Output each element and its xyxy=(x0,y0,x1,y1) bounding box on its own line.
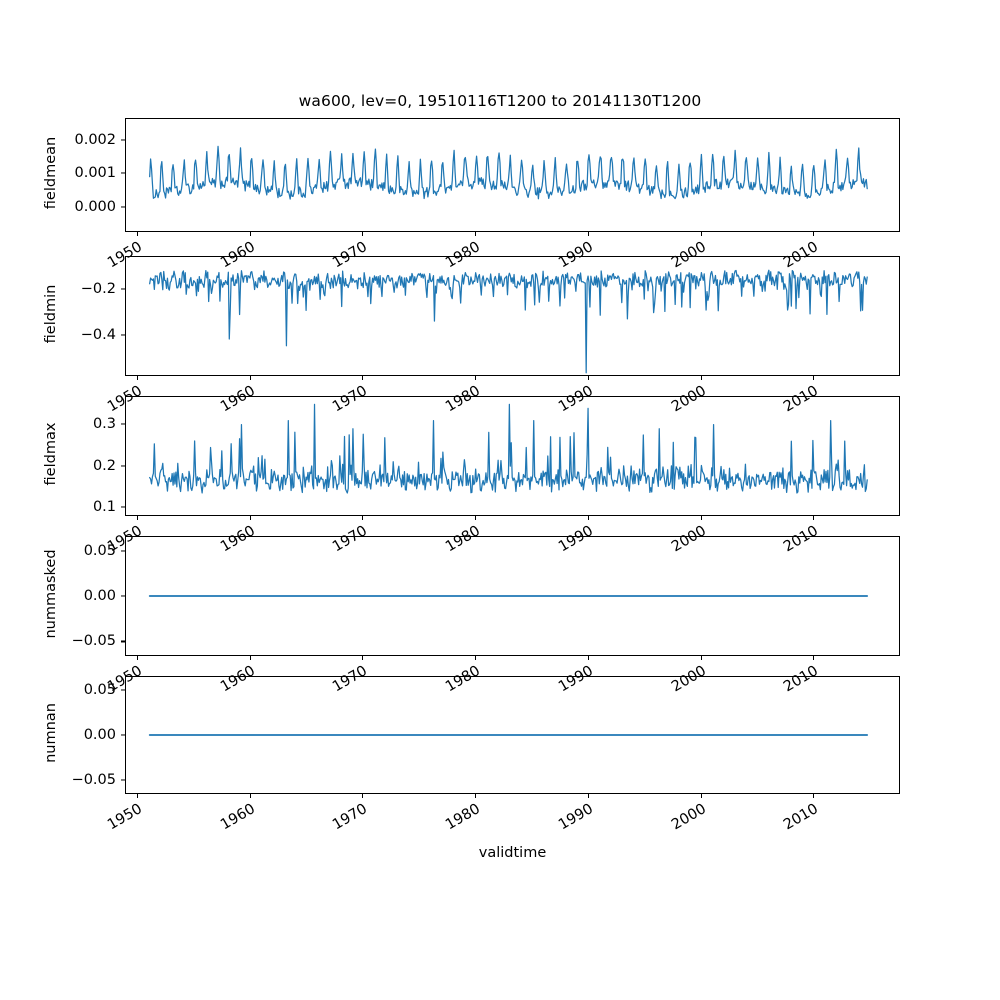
axes-frame-fieldmax xyxy=(125,396,900,516)
x-tick-mark-nummasked-1 xyxy=(249,656,251,661)
axes-frame-numnan xyxy=(125,676,900,794)
x-tick-mark-fieldmin-2 xyxy=(362,376,364,381)
x-tick-mark-fieldmin-5 xyxy=(700,376,702,381)
x-tick-mark-numnan-4 xyxy=(587,794,589,799)
x-tick-mark-nummasked-2 xyxy=(362,656,364,661)
y-tick-label-fieldmean-1: 0.001 xyxy=(74,165,116,182)
y-tick-mark-nummasked-1 xyxy=(120,595,125,597)
y-tick-mark-nummasked-2 xyxy=(120,640,125,642)
x-tick-mark-numnan-5 xyxy=(700,794,702,799)
x-tick-label-numnan-4: 1990 xyxy=(555,801,596,834)
y-tick-mark-numnan-0 xyxy=(120,689,125,691)
x-tick-mark-fieldmax-5 xyxy=(700,516,702,521)
subplot-nummasked xyxy=(125,536,900,656)
y-tick-label-fieldmax-0: 0.1 xyxy=(92,498,116,515)
y-tick-label-fieldmean-0: 0.000 xyxy=(74,198,116,215)
x-tick-label-numnan-2: 1970 xyxy=(330,801,371,834)
data-line-fieldmean xyxy=(150,146,868,199)
x-tick-mark-fieldmax-6 xyxy=(813,516,815,521)
x-tick-mark-fieldmean-4 xyxy=(587,232,589,237)
y-tick-mark-nummasked-0 xyxy=(120,550,125,552)
figure-title: wa600, lev=0, 19510116T1200 to 20141130T… xyxy=(298,92,702,110)
y-tick-mark-fieldmean-1 xyxy=(120,172,125,174)
x-tick-mark-numnan-1 xyxy=(249,794,251,799)
y-tick-mark-fieldmax-2 xyxy=(120,423,125,425)
x-tick-mark-nummasked-6 xyxy=(813,656,815,661)
x-tick-label-numnan-3: 1980 xyxy=(443,801,484,834)
y-tick-label-fieldmax-1: 0.2 xyxy=(92,457,116,474)
x-tick-mark-fieldmean-5 xyxy=(700,232,702,237)
x-tick-mark-fieldmax-1 xyxy=(249,516,251,521)
x-tick-mark-fieldmin-4 xyxy=(587,376,589,381)
y-tick-label-fieldmin-1: −0.4 xyxy=(80,326,116,343)
y-tick-mark-numnan-2 xyxy=(120,779,125,781)
x-tick-mark-numnan-6 xyxy=(813,794,815,799)
x-axis-label: validtime xyxy=(478,845,547,861)
y-tick-mark-fieldmax-0 xyxy=(120,506,125,508)
y-tick-mark-fieldmean-2 xyxy=(120,139,125,141)
x-tick-mark-fieldmean-2 xyxy=(362,232,364,237)
y-tick-label-numnan-2: −0.05 xyxy=(71,771,116,788)
y-tick-label-numnan-0: 0.05 xyxy=(83,682,116,699)
x-tick-mark-fieldmin-1 xyxy=(249,376,251,381)
y-tick-mark-fieldmin-1 xyxy=(120,334,125,336)
x-tick-mark-nummasked-5 xyxy=(700,656,702,661)
x-tick-mark-nummasked-0 xyxy=(137,656,139,661)
x-tick-mark-fieldmin-3 xyxy=(475,376,477,381)
y-tick-label-fieldmean-2: 0.002 xyxy=(74,131,116,148)
x-tick-mark-numnan-2 xyxy=(362,794,364,799)
x-tick-mark-nummasked-3 xyxy=(475,656,477,661)
y-tick-mark-fieldmax-1 xyxy=(120,464,125,467)
x-tick-label-numnan-6: 2010 xyxy=(781,801,822,834)
x-tick-mark-fieldmax-2 xyxy=(362,516,364,521)
y-tick-mark-fieldmean-0 xyxy=(120,206,125,208)
x-tick-mark-fieldmax-0 xyxy=(137,516,139,521)
y-tick-mark-numnan-1 xyxy=(120,734,125,736)
y-tick-label-fieldmin-0: −0.2 xyxy=(80,281,116,298)
subplot-fieldmean xyxy=(125,118,900,232)
x-tick-mark-fieldmin-6 xyxy=(813,376,815,381)
axes-frame-fieldmean xyxy=(125,118,900,232)
x-tick-mark-fieldmax-3 xyxy=(475,516,477,521)
y-tick-label-nummasked-2: −0.05 xyxy=(71,633,116,650)
data-line-fieldmin xyxy=(150,270,868,373)
x-tick-mark-fieldmean-0 xyxy=(137,232,139,237)
y-tick-label-fieldmax-2: 0.3 xyxy=(92,416,116,433)
x-tick-label-numnan-5: 2000 xyxy=(668,801,709,834)
y-tick-mark-fieldmin-0 xyxy=(120,288,125,290)
x-tick-mark-fieldmean-1 xyxy=(249,232,251,237)
axes-frame-fieldmin xyxy=(125,256,900,376)
x-tick-label-numnan-1: 1960 xyxy=(217,801,258,834)
x-tick-mark-numnan-3 xyxy=(475,794,477,799)
x-tick-mark-fieldmin-0 xyxy=(137,376,139,381)
axes-frame-nummasked xyxy=(125,536,900,656)
x-tick-mark-fieldmean-6 xyxy=(813,232,815,237)
x-tick-mark-nummasked-4 xyxy=(587,656,589,661)
x-tick-mark-fieldmax-4 xyxy=(587,516,589,521)
y-tick-label-numnan-1: 0.00 xyxy=(83,727,116,743)
y-tick-label-nummasked-0: 0.05 xyxy=(83,542,116,559)
y-tick-label-nummasked-1: 0.00 xyxy=(83,588,116,604)
subplot-numnan xyxy=(125,676,900,794)
data-line-fieldmax xyxy=(150,404,868,493)
x-tick-label-numnan-0: 1950 xyxy=(105,801,145,834)
y-axis-label-numnan: numnan xyxy=(43,703,59,763)
subplot-fieldmax xyxy=(125,396,900,516)
x-tick-mark-fieldmean-3 xyxy=(475,232,477,237)
x-tick-mark-numnan-0 xyxy=(137,794,139,799)
subplot-fieldmin xyxy=(125,256,900,376)
